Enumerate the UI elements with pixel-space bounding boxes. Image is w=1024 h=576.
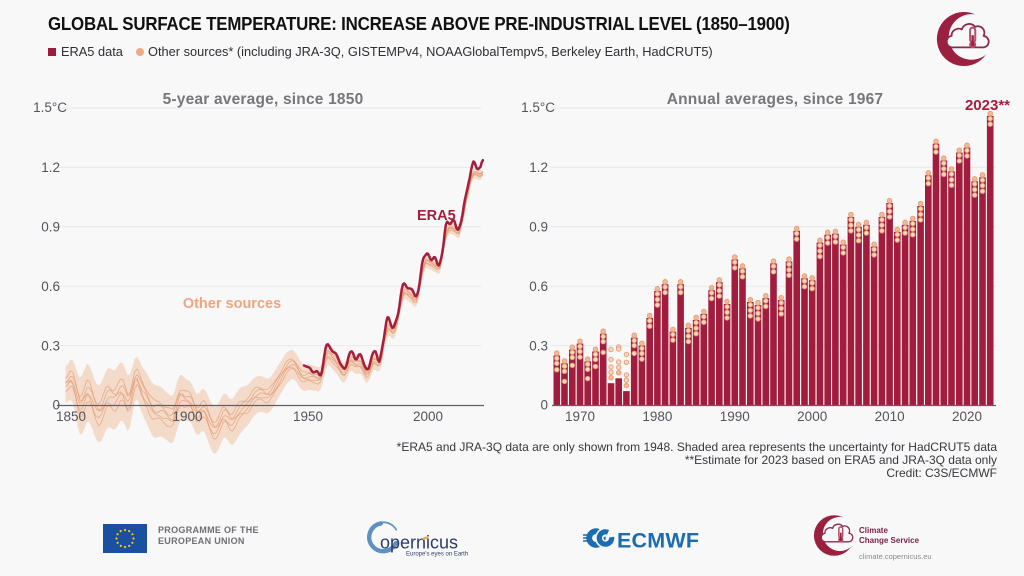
svg-text:1.2: 1.2 [41, 160, 60, 175]
svg-text:1900: 1900 [172, 409, 202, 424]
svg-text:1.5°C: 1.5°C [521, 100, 555, 115]
svg-text:1980: 1980 [642, 409, 672, 424]
svg-text:1.5°C: 1.5°C [33, 100, 67, 115]
svg-text:2000: 2000 [797, 409, 827, 424]
svg-text:1.2: 1.2 [529, 160, 548, 175]
svg-text:5-year average, since 1850: 5-year average, since 1850 [163, 91, 364, 108]
svg-text:0.3: 0.3 [41, 339, 60, 354]
svg-text:1990: 1990 [720, 409, 750, 424]
svg-text:0.6: 0.6 [529, 279, 548, 294]
svg-text:Annual averages, since 1967: Annual averages, since 1967 [667, 91, 884, 108]
svg-text:2023**: 2023** [965, 97, 1010, 114]
svg-text:2020: 2020 [952, 409, 982, 424]
svg-text:0.9: 0.9 [529, 220, 548, 235]
svg-text:opernicus: opernicus [380, 533, 458, 553]
svg-text:0.6: 0.6 [41, 279, 60, 294]
svg-text:2010: 2010 [875, 409, 905, 424]
svg-text:Europe's eyes on Earth: Europe's eyes on Earth [406, 552, 468, 558]
svg-text:1970: 1970 [565, 409, 595, 424]
svg-text:Other sources: Other sources [183, 296, 281, 312]
svg-text:0: 0 [540, 398, 548, 413]
svg-text:0.9: 0.9 [41, 220, 60, 235]
svg-text:1950: 1950 [293, 409, 323, 424]
svg-text:1850: 1850 [56, 409, 86, 424]
svg-text:0: 0 [52, 398, 60, 413]
svg-text:ECMWF: ECMWF [617, 529, 699, 551]
svg-text:0.3: 0.3 [529, 339, 548, 354]
svg-text:2000: 2000 [413, 409, 443, 424]
svg-text:ERA5: ERA5 [417, 208, 456, 224]
